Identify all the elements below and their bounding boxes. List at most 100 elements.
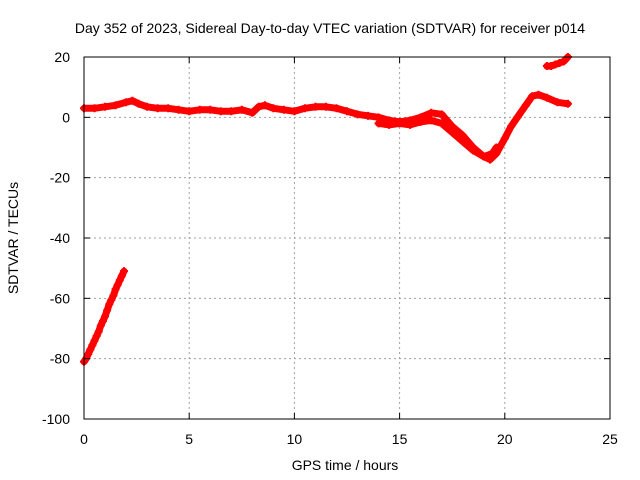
- data-point: [500, 134, 509, 143]
- series-late-segment: [542, 53, 572, 71]
- data-point: [105, 300, 114, 309]
- data-point: [134, 99, 143, 108]
- data-point: [174, 105, 183, 114]
- data-point: [427, 116, 436, 125]
- chart-title: Day 352 of 2023, Sidereal Day-to-day VTE…: [75, 20, 585, 36]
- data-point: [559, 57, 568, 66]
- data-point: [547, 62, 556, 71]
- x-tick-label: 0: [80, 431, 88, 447]
- data-point: [507, 122, 516, 131]
- data-point: [111, 101, 120, 110]
- data-point: [98, 316, 107, 325]
- y-tick-label: -60: [50, 290, 70, 306]
- y-axis-label: SDTVAR / TECUs: [5, 182, 21, 294]
- data-point: [555, 59, 564, 68]
- data-point: [343, 107, 351, 116]
- data-point: [90, 104, 99, 113]
- data-point: [437, 110, 446, 119]
- data-point: [353, 110, 362, 119]
- data-point: [153, 104, 162, 113]
- data-point: [469, 146, 478, 155]
- data-point: [88, 341, 97, 350]
- x-tick-label: 5: [185, 431, 193, 447]
- x-axis-label: GPS time / hours: [292, 457, 399, 473]
- data-point: [122, 98, 131, 107]
- x-tick-label: 25: [602, 431, 618, 447]
- data-point: [513, 113, 522, 122]
- data-point: [216, 107, 225, 116]
- data-point: [406, 120, 415, 129]
- data-point: [416, 117, 425, 126]
- data-point: [385, 120, 394, 129]
- data-point: [107, 295, 116, 304]
- data-point: [94, 327, 103, 336]
- data-point: [427, 108, 436, 117]
- y-tick-labels: -100 -80 -60 -40 -20 0 20: [42, 49, 70, 427]
- data-point: [90, 336, 99, 345]
- series-main-track-a: [80, 90, 572, 164]
- x-tick-labels: 0 5 10 15 20 25: [80, 431, 618, 447]
- series-band: [80, 91, 572, 164]
- data-point: [195, 105, 204, 114]
- series-main-track-b: [374, 116, 501, 161]
- data-point: [254, 102, 263, 111]
- data-point: [374, 119, 383, 128]
- data-point: [92, 332, 101, 341]
- data-point: [563, 99, 572, 108]
- data-point: [521, 101, 530, 110]
- data-point: [488, 149, 497, 158]
- x-tick-label: 15: [392, 431, 408, 447]
- data-point: [111, 285, 120, 294]
- data-point: [115, 276, 124, 285]
- grid-lines: [84, 57, 610, 419]
- data-point: [86, 345, 95, 354]
- data-point: [101, 102, 110, 111]
- data-point: [492, 143, 501, 152]
- data-point: [96, 321, 105, 330]
- data-point: [128, 96, 137, 105]
- data-point: [528, 92, 537, 101]
- series-early-descent: [80, 267, 128, 366]
- data-point: [321, 102, 330, 111]
- data-point: [113, 280, 122, 289]
- data-point: [185, 107, 194, 116]
- y-tick-label: -20: [50, 170, 70, 186]
- data-point: [448, 128, 457, 137]
- y-tick-label: -100: [42, 411, 70, 427]
- data-point: [332, 104, 341, 113]
- data-point: [227, 107, 236, 116]
- axis-ticks: [83, 56, 611, 420]
- data-point: [206, 105, 215, 114]
- data-point: [279, 105, 288, 114]
- data-point: [117, 271, 126, 280]
- x-tick-label: 20: [497, 431, 513, 447]
- data-point: [248, 108, 257, 117]
- y-tick-label: -40: [50, 230, 70, 246]
- x-tick-label: 10: [287, 431, 303, 447]
- data-point: [395, 119, 404, 128]
- data-point: [101, 312, 110, 321]
- data-point: [458, 137, 467, 146]
- series-band: [375, 116, 500, 161]
- data-point: [290, 107, 299, 116]
- data-point: [300, 104, 309, 113]
- data-point: [103, 306, 112, 315]
- data-point: [553, 98, 562, 107]
- y-tick-label: 20: [54, 49, 70, 65]
- data-point: [542, 93, 551, 102]
- y-tick-label: -80: [50, 351, 70, 367]
- data-point: [119, 267, 128, 276]
- data-point: [479, 152, 488, 161]
- data-point: [109, 291, 118, 300]
- data-point: [84, 350, 93, 359]
- data-point: [269, 104, 278, 113]
- data-point: [260, 101, 269, 110]
- data-point: [311, 102, 320, 111]
- data-point: [143, 102, 152, 111]
- data-point: [551, 60, 560, 69]
- data-point: [534, 90, 543, 99]
- data-point: [364, 111, 373, 120]
- data-points: [80, 53, 572, 366]
- y-tick-label: 0: [62, 109, 70, 125]
